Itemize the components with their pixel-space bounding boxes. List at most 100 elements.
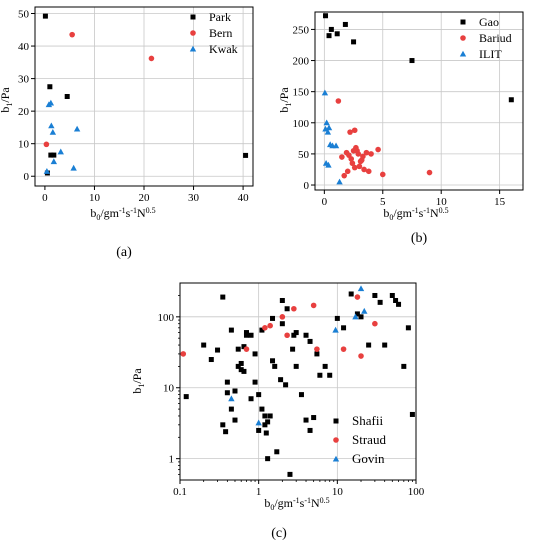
data-point [366,342,372,348]
y-tick-label: 150 [293,87,310,99]
data-point [208,357,214,363]
x-tick-label: 20 [139,192,151,204]
data-point [401,363,407,369]
data-point [375,146,381,153]
data-point [354,311,360,317]
data-point [50,158,58,165]
data-point [358,157,365,163]
data-point [358,314,364,320]
data-point [351,127,358,134]
data-point [263,430,269,436]
data-point [228,406,234,412]
legend-label-kwak: Kwak [209,42,238,56]
data-point [148,55,155,62]
data-point [396,301,402,307]
y-tick-label: 50 [298,149,310,161]
data-point [307,427,313,433]
data-point [328,26,334,32]
data-point [228,395,235,402]
data-point [354,147,360,154]
data-point [358,353,364,359]
legend-label-ilit: ILIT [479,47,502,61]
data-point [238,360,244,366]
data-point [317,372,323,378]
data-point [243,346,250,352]
data-point [48,152,54,158]
data-point [382,342,388,348]
data-point [351,39,357,45]
y-tick-label: 1 [169,454,175,466]
data-point [352,313,359,320]
series-govin [228,285,368,426]
series-ilit [321,89,343,185]
data-point [323,119,330,126]
x-tick-label: 0.1 [173,486,187,498]
legend: Park Bern Kwak [189,10,238,56]
data-point [232,417,238,423]
panel-label: (b) [411,231,428,246]
data-point [259,327,265,333]
y-axis-label: b1/Pa [277,87,293,113]
y-tick-label: 0 [304,180,310,192]
data-point [409,58,415,64]
x-tick-label: 10 [332,486,344,498]
plot-frame [179,282,417,481]
data-point [363,149,370,156]
data-point [332,326,339,333]
data-point [341,325,347,331]
chart-panel-3: 0.1 1 10 100 1 10 100 Shafii Straud Govin b1/Pa b0/… [130,282,425,541]
data-point [241,344,247,350]
data-point [314,351,320,357]
x-tick-label: 30 [188,192,200,204]
data-point [272,363,278,369]
data-point [241,368,247,374]
data-point [290,346,296,352]
data-point [325,161,332,168]
data-point [377,299,383,305]
y-tick-label: 10 [18,139,30,151]
data-point [220,422,226,428]
data-point [334,315,340,321]
data-point [183,394,189,400]
legend-label-shafii: Shafii [352,413,383,428]
data-point [228,327,234,333]
data-point [356,163,363,170]
y-axis-label: b1/Pa [0,87,14,113]
data-point [368,151,374,157]
data-point [365,168,372,175]
x-tick-label: 0 [322,196,328,208]
data-point [224,379,230,385]
data-point [347,129,353,135]
series-bariud [335,98,433,179]
data-point [279,321,285,327]
x-tick-label: 40 [238,192,250,204]
data-point [270,358,276,364]
data-point [293,363,299,369]
y-tick-label: 0 [24,171,30,183]
data-point [326,33,332,39]
data-point [361,307,368,314]
x-tick-label: 15 [494,196,506,208]
y-tick-label: 100 [293,118,310,130]
data-point [341,172,348,179]
data-point [284,332,290,339]
data-point [426,169,433,176]
data-point [314,346,320,352]
data-point [361,166,367,173]
data-point [393,297,399,303]
chart-panel-1: 0 10 20 30 40 0 10 20 30 40 50 Park Bern Kwak b1/Pa b0/… [0,6,254,260]
data-point [252,379,258,385]
data-point [42,13,48,19]
data-point [327,372,333,378]
legend-marker-ilit [459,50,467,57]
data-point [322,363,328,369]
data-point [243,332,249,338]
data-point [354,294,361,300]
data-point [307,338,313,344]
data-point [291,305,297,312]
x-tick-label: 5 [380,196,386,208]
data-point [265,419,271,425]
data-point [310,302,317,309]
series-straud [180,294,378,359]
data-point [70,164,77,171]
